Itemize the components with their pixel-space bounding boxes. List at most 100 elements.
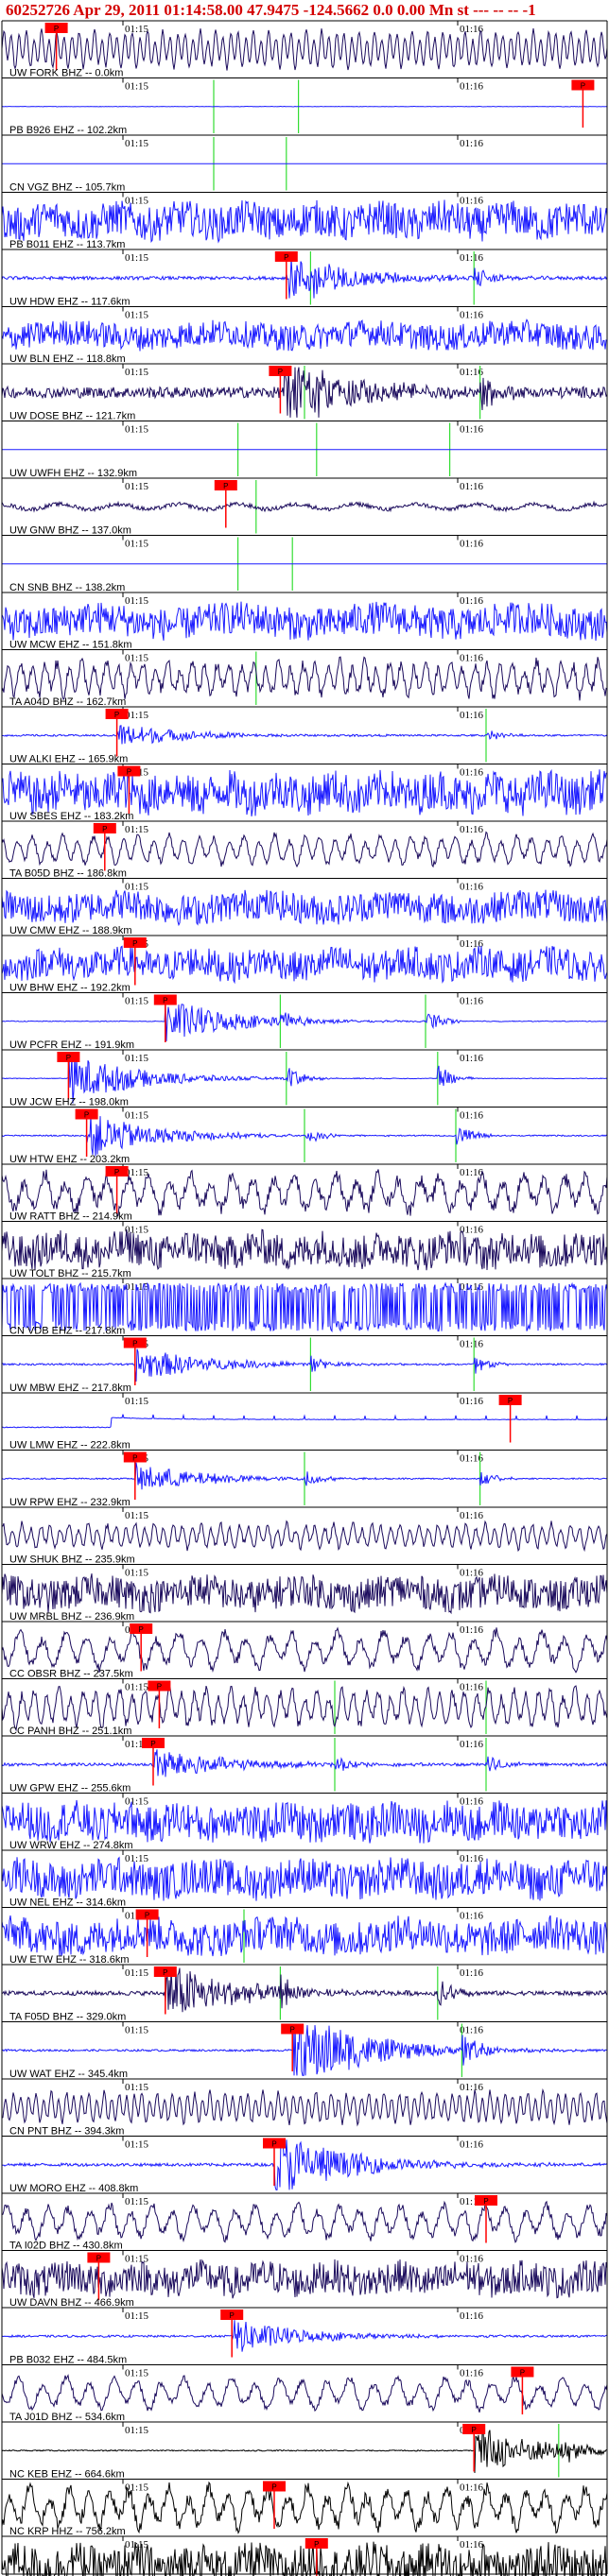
pick-label: P [145, 1912, 149, 1920]
pick-label: P [114, 1168, 119, 1176]
pick-label: P [581, 82, 585, 91]
pick-flag [123, 1451, 147, 1463]
pick-flag [281, 2023, 304, 2035]
waveform-trace [1, 2541, 608, 2576]
time-tick-label: 01:15 [125, 1053, 149, 1064]
pick-flag [135, 1909, 159, 1920]
station-label: UW HTW EHZ -- 203.2km [9, 1154, 130, 1165]
time-tick-label: 01:15 [125, 2482, 149, 2494]
pick-label: P [114, 711, 119, 719]
waveform-trace [1, 2024, 607, 2076]
station-label: UW SHUK BHZ -- 235.9km [9, 1554, 135, 1566]
station-label: TA I02D BHZ -- 430.8km [9, 2241, 123, 2252]
time-tick-label: 01:15 [125, 1110, 149, 1122]
waveform-trace [1, 656, 608, 701]
waveform-trace [1, 2428, 608, 2474]
time-tick-label: 01:16 [460, 1167, 484, 1178]
waveform-trace [1, 1685, 608, 1732]
pick-label: P [132, 1454, 137, 1463]
pick-flag [105, 1166, 129, 1176]
time-tick-label: 01:16 [460, 2025, 484, 2036]
station-label: CN PNT BHZ -- 394.3km [9, 2126, 124, 2138]
station-label: UW MCW EHZ -- 151.8km [9, 640, 132, 651]
time-tick-label: 01:16 [460, 1339, 484, 1350]
station-label: UW BLN EHZ -- 118.8km [9, 353, 126, 365]
time-tick-label: 01:16 [460, 1110, 484, 1122]
station-label: UW WRW EHZ -- 274.8km [9, 1840, 133, 1851]
waveform-trace [1, 1799, 608, 1844]
time-tick-label: 01:16 [460, 1796, 484, 1808]
time-tick-label: 01:15 [125, 2082, 149, 2093]
waveform-trace [1, 2258, 608, 2299]
station-label: UW DAVN BHZ -- 466.9km [9, 2297, 134, 2309]
waveform-trace [1, 28, 608, 71]
pick-flag [75, 1108, 98, 1120]
pick-flag [475, 2195, 497, 2206]
station-label: UW DOSE BHZ -- 121.7km [9, 411, 135, 422]
time-tick-label: 01:15 [125, 882, 149, 893]
time-tick-label: 01:15 [125, 653, 149, 664]
time-tick-label: 01:16 [460, 1510, 484, 1521]
station-label: CN SNB BHZ -- 138.2km [9, 582, 125, 593]
time-tick-label: 01:16 [460, 196, 484, 207]
waveform-trace [1, 2200, 608, 2243]
station-label: UW FORK BHZ -- 0.0km [9, 68, 123, 79]
pick-label: P [157, 1683, 162, 1692]
station-label: PB B011 EHZ -- 113.7km [9, 239, 125, 250]
station-label: TA A04D BHZ -- 162.7km [9, 696, 126, 708]
station-label: TA F05D BHZ -- 329.0km [9, 2012, 126, 2023]
time-tick-label: 01:15 [125, 539, 149, 550]
pick-flag [105, 709, 129, 719]
pick-label: P [271, 2483, 276, 2492]
time-tick-label: 01:16 [460, 481, 484, 492]
station-label: CN VDB EHZ -- 217.8km [9, 1326, 125, 1337]
pick-label: P [132, 1340, 137, 1348]
time-tick-label: 01:16 [460, 2310, 484, 2322]
pick-label: P [290, 2026, 295, 2035]
pick-label: P [163, 997, 167, 1005]
station-label: CC OBSR BHZ -- 237.5km [9, 1669, 133, 1680]
station-label: UW RPW EHZ -- 232.9km [9, 1497, 130, 1508]
pick-label: P [284, 253, 288, 262]
pick-label: P [520, 2369, 525, 2378]
waveform-trace [1, 831, 608, 868]
time-tick-label: 01:16 [460, 1281, 484, 1293]
time-tick-label: 01:15 [125, 138, 149, 149]
time-tick-label: 01:15 [125, 2425, 149, 2436]
time-tick-label: 01:15 [125, 2310, 149, 2322]
waveform-trace [1, 1856, 608, 1901]
time-tick-label: 01:15 [125, 252, 149, 264]
time-tick-label: 01:16 [460, 1568, 484, 1579]
time-tick-label: 01:15 [125, 1396, 149, 1407]
time-tick-label: 01:15 [125, 481, 149, 492]
time-tick-label: 01:16 [460, 996, 484, 1007]
waveform-trace [1, 1915, 608, 1957]
pick-flag [87, 2252, 111, 2263]
waveform-trace [1, 2139, 608, 2190]
pick-flag [93, 823, 116, 833]
time-tick-label: 01:15 [125, 1568, 149, 1579]
time-tick-label: 01:16 [460, 653, 484, 664]
station-label: UW LMW EHZ -- 222.8km [9, 1440, 130, 1451]
waveform-trace [1, 601, 608, 641]
station-label: NC KRP HHZ -- 756.2km [9, 2526, 126, 2537]
time-tick-label: 01:15 [125, 424, 149, 436]
time-tick-label: 01:16 [460, 367, 484, 378]
waveform-trace [1, 1626, 608, 1674]
time-tick-label: 01:15 [125, 996, 149, 1007]
pick-label: P [223, 482, 228, 490]
pick-flag [462, 2424, 486, 2434]
waveform-trace [1, 1055, 608, 1104]
time-tick-label: 01:16 [460, 1396, 484, 1407]
pick-flag [123, 937, 147, 948]
station-label: UW ETW EHZ -- 318.6km [9, 1954, 130, 1966]
time-tick-label: 01:16 [460, 1225, 484, 1236]
pick-label: P [483, 2197, 488, 2206]
pick-label: P [54, 25, 59, 33]
pick-flag [44, 23, 68, 33]
time-tick-label: 01:16 [460, 424, 484, 436]
station-label: UW MBW EHZ -- 217.8km [9, 1382, 131, 1394]
pick-flag [130, 1623, 153, 1634]
pick-label: P [132, 939, 137, 948]
time-tick-label: 01:15 [125, 2539, 149, 2550]
